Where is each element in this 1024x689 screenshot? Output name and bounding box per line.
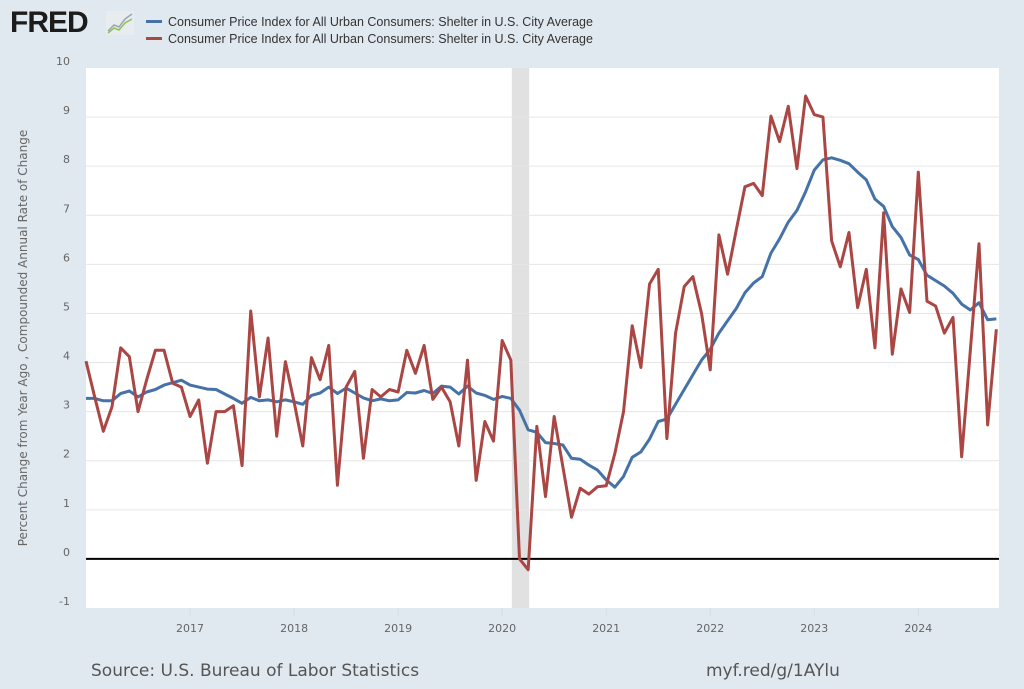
x-tick-label: 2018 [280, 622, 308, 635]
y-tick-label: -1 [59, 595, 70, 608]
source-note: Source: U.S. Bureau of Labor Statistics [91, 661, 420, 681]
series-group [84, 94, 998, 572]
plot-area [86, 68, 999, 608]
legend-item-blue[interactable]: Consumer Price Index for All Urban Consu… [146, 14, 593, 30]
y-tick-label: 9 [63, 104, 70, 117]
y-tick-label: 3 [63, 399, 70, 412]
y-tick-label: 0 [63, 546, 70, 559]
y-tick-label: 10 [56, 55, 70, 68]
gridlines [86, 116, 999, 511]
fred-logo[interactable]: FRED [10, 6, 89, 39]
line-chart-icon [106, 11, 134, 35]
x-tick-label: 2017 [176, 622, 204, 635]
recession-band [511, 68, 530, 608]
x-tick-label: 2023 [800, 622, 828, 635]
y-tick-label: 1 [63, 497, 70, 510]
x-axis: 2017 2018 2019 2020 2021 2022 2023 2024 [176, 608, 932, 635]
y-tick-label: 4 [63, 350, 70, 363]
y-tick-label: 6 [63, 251, 70, 264]
series-line-blue [86, 156, 997, 489]
x-tick-label: 2022 [696, 622, 724, 635]
legend-swatch-blue [146, 20, 162, 24]
y-tick-label: 2 [63, 448, 70, 461]
short-link[interactable]: myf.red/g/1AYlu [706, 661, 840, 681]
y-tick-label: 8 [63, 153, 70, 166]
y-tick-label: 7 [63, 202, 70, 215]
x-tick-label: 2021 [592, 622, 620, 635]
legend-label: Consumer Price Index for All Urban Consu… [168, 32, 593, 46]
y-tick-label: 5 [63, 300, 70, 313]
series-line-red [84, 94, 998, 572]
y-axis-label: Percent Change from Year Ago , Compounde… [16, 130, 30, 547]
x-tick-label: 2024 [904, 622, 932, 635]
legend-label: Consumer Price Index for All Urban Consu… [168, 15, 593, 29]
legend-swatch-red [146, 37, 162, 41]
recession-shading-group [511, 68, 530, 608]
legend-item-red[interactable]: Consumer Price Index for All Urban Consu… [146, 31, 593, 47]
x-tick-label: 2020 [488, 622, 516, 635]
x-tick-label: 2019 [384, 622, 412, 635]
